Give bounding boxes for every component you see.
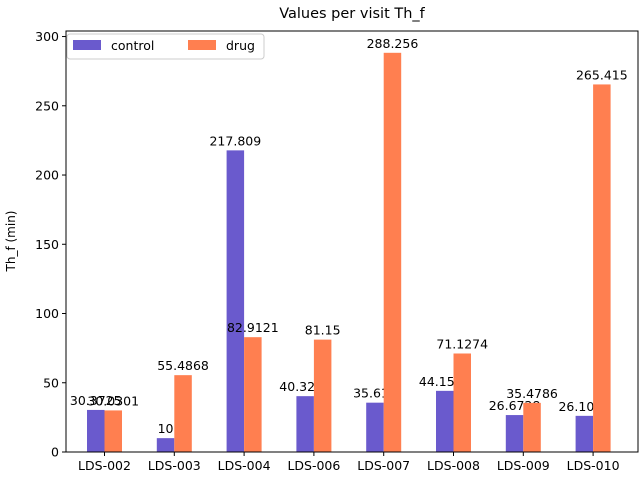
data-label-control-LDS-003: 10 bbox=[158, 421, 174, 436]
legend-swatch-drug bbox=[188, 40, 216, 50]
bar-control-LDS-010 bbox=[575, 415, 594, 452]
bar-drug-LDS-007 bbox=[383, 52, 402, 452]
x-tick-label: LDS-003 bbox=[148, 458, 201, 473]
axes-layer: 0 50 100 150 200 250 300 LDS-002 LDS-003 LDS-004 L… bbox=[35, 29, 639, 473]
x-tick-label: LDS-002 bbox=[78, 458, 131, 473]
legend-label-drug: drug bbox=[226, 38, 255, 53]
bar-control-LDS-009 bbox=[505, 415, 524, 452]
data-label-control-LDS-002: 30.3725 bbox=[70, 393, 122, 408]
y-tick-label: 100 bbox=[35, 306, 59, 321]
data-label-drug-LDS-009: 35.4786 bbox=[506, 386, 558, 401]
data-label-drug-LDS-008: 71.1274 bbox=[436, 336, 488, 351]
chart-title: Values per visit Th_f bbox=[279, 6, 425, 22]
y-tick-label: 150 bbox=[35, 237, 59, 252]
x-tick-label: LDS-004 bbox=[218, 458, 271, 473]
bar-drug-LDS-009 bbox=[523, 402, 541, 452]
bar-control-LDS-007 bbox=[366, 402, 384, 452]
y-tick-label: 200 bbox=[35, 168, 59, 183]
x-tick-label: LDS-006 bbox=[287, 458, 340, 473]
y-tick-label: 50 bbox=[43, 375, 59, 390]
bar-drug-LDS-010 bbox=[593, 84, 611, 452]
plot-frame bbox=[65, 30, 639, 453]
data-label-drug-LDS-002: 30.0301 bbox=[87, 393, 139, 408]
data-label-drug-LDS-010: 265.415 bbox=[576, 67, 628, 82]
y-tick-label: 300 bbox=[35, 29, 59, 44]
bar-control-LDS-002 bbox=[87, 409, 105, 452]
y-tick-label: 250 bbox=[35, 98, 59, 113]
bar-control-LDS-006 bbox=[296, 396, 314, 452]
bar-drug-LDS-006 bbox=[313, 339, 332, 452]
data-label-drug-LDS-007: 288.256 bbox=[367, 36, 419, 51]
bar-drug-LDS-004 bbox=[244, 337, 262, 452]
data-label-control-LDS-004: 217.809 bbox=[209, 133, 261, 148]
bar-drug-LDS-002 bbox=[104, 410, 122, 452]
bar-control-LDS-003 bbox=[156, 438, 175, 452]
bar-drug-LDS-003 bbox=[174, 375, 192, 452]
x-tick-label: LDS-007 bbox=[357, 458, 410, 473]
bar-control-LDS-004 bbox=[226, 150, 245, 452]
bar-drug-LDS-008 bbox=[453, 353, 471, 452]
y-tick-label: 0 bbox=[51, 445, 59, 460]
legend[interactable]: control drug bbox=[66, 33, 265, 60]
x-tick-label: LDS-008 bbox=[427, 458, 480, 473]
x-tick-label: LDS-009 bbox=[497, 458, 550, 473]
legend-swatch-control bbox=[73, 40, 101, 50]
legend-label-control: control bbox=[111, 38, 154, 53]
y-axis-label: Th_f (min) bbox=[4, 211, 18, 273]
data-label-drug-LDS-006: 81.15 bbox=[305, 323, 341, 338]
x-tick-label: LDS-010 bbox=[567, 458, 620, 473]
data-label-drug-LDS-004: 82.9121 bbox=[227, 320, 279, 335]
bar-control-LDS-008 bbox=[436, 390, 454, 452]
data-label-drug-LDS-003: 55.4868 bbox=[157, 358, 209, 373]
